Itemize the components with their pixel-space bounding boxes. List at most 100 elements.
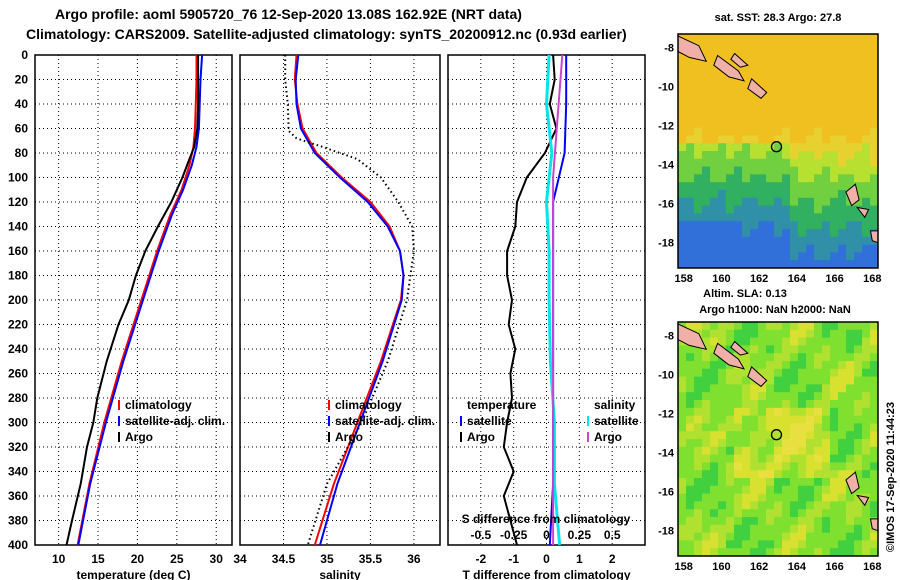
map-cell bbox=[766, 34, 775, 43]
map-cell bbox=[742, 454, 751, 463]
map-cell bbox=[742, 166, 751, 175]
map-cell bbox=[774, 197, 783, 207]
map-cell bbox=[710, 470, 719, 479]
map-cell bbox=[710, 96, 719, 105]
map-cell bbox=[686, 478, 695, 487]
map-cell bbox=[870, 49, 878, 58]
map-cell bbox=[822, 446, 831, 456]
map-cell bbox=[790, 345, 799, 354]
map-cell bbox=[686, 135, 695, 144]
legend-label: Argo bbox=[125, 430, 153, 444]
map-cell bbox=[710, 400, 719, 409]
map-cell bbox=[862, 485, 871, 495]
map-cell bbox=[710, 454, 719, 463]
map-cell bbox=[726, 493, 735, 502]
map-cell bbox=[862, 252, 871, 261]
map-cell bbox=[830, 509, 839, 518]
map-cell bbox=[838, 353, 847, 362]
map-cell bbox=[790, 439, 799, 448]
map-cell bbox=[758, 190, 767, 199]
map-cell bbox=[790, 229, 799, 238]
map-cell bbox=[774, 174, 783, 183]
map-cell bbox=[774, 392, 783, 401]
map-cell bbox=[710, 190, 719, 199]
map-sla_map: 158 160 162 164 166 168-8-10-12-14-16-18 bbox=[658, 321, 882, 573]
map-cell bbox=[742, 329, 751, 339]
map-cell bbox=[806, 540, 815, 549]
map-cell bbox=[822, 205, 831, 214]
map-cell bbox=[854, 197, 863, 207]
map-cell bbox=[822, 376, 831, 385]
map-cell bbox=[686, 431, 695, 440]
map-cell bbox=[782, 517, 791, 526]
map-cell bbox=[862, 236, 871, 246]
map-cell bbox=[830, 104, 839, 113]
map-cell bbox=[790, 462, 799, 471]
map-cell bbox=[862, 41, 871, 51]
map-cell bbox=[814, 439, 823, 448]
map-cell bbox=[718, 548, 727, 556]
map-cell bbox=[718, 252, 727, 261]
map-cell bbox=[830, 329, 839, 339]
map-cell bbox=[854, 329, 863, 339]
map-cell bbox=[846, 57, 855, 66]
map-cell bbox=[718, 376, 727, 385]
map-cell bbox=[702, 478, 711, 487]
map-cell bbox=[718, 470, 727, 479]
map-cell bbox=[734, 80, 743, 90]
map-cell bbox=[686, 190, 695, 199]
map-cell bbox=[710, 166, 719, 175]
map-cell bbox=[870, 182, 878, 191]
map-cell bbox=[822, 501, 831, 510]
map-cell bbox=[702, 112, 711, 121]
map-cell bbox=[838, 205, 847, 214]
map-cell bbox=[678, 143, 687, 152]
map-cell bbox=[686, 88, 695, 97]
map-cell bbox=[862, 322, 871, 331]
map-cell bbox=[830, 376, 839, 385]
map-cell bbox=[838, 166, 847, 175]
map-cell bbox=[830, 158, 839, 168]
y-tick-label: 340 bbox=[8, 465, 28, 479]
map-cell bbox=[678, 229, 687, 238]
map-cell bbox=[686, 229, 695, 238]
map-cell bbox=[838, 80, 847, 90]
map-cell bbox=[782, 368, 791, 378]
map-cell bbox=[726, 524, 735, 534]
map-cell bbox=[862, 104, 871, 113]
map-cell bbox=[830, 119, 839, 129]
map-cell bbox=[854, 548, 863, 556]
map-cell bbox=[734, 229, 743, 238]
map-cell bbox=[838, 244, 847, 253]
map-cell bbox=[782, 454, 791, 463]
map-cell bbox=[774, 415, 783, 424]
legend-label: satellite-adj. clim. bbox=[335, 414, 435, 428]
x-tick-label-temperature: 30 bbox=[210, 552, 224, 566]
map-cell bbox=[822, 96, 831, 105]
map-cell bbox=[806, 73, 815, 82]
map-cell bbox=[822, 493, 831, 502]
map-cell bbox=[718, 34, 727, 43]
map-cell bbox=[750, 532, 759, 541]
map-cell bbox=[766, 415, 775, 424]
map-cell bbox=[782, 376, 791, 385]
map-cell bbox=[710, 49, 719, 58]
map-cell bbox=[846, 174, 855, 183]
map-cell bbox=[694, 423, 703, 432]
map-cell bbox=[838, 112, 847, 121]
x-tick-label-differences: 2 bbox=[609, 552, 616, 566]
map-cell bbox=[806, 345, 815, 354]
map-cell bbox=[838, 158, 847, 168]
map-cell bbox=[838, 88, 847, 97]
map-cell bbox=[846, 80, 855, 90]
s-diff-tick-label: 0.5 bbox=[604, 528, 621, 542]
map-cell bbox=[798, 392, 807, 401]
map-cell bbox=[694, 462, 703, 471]
map-cell bbox=[718, 80, 727, 90]
map-cell bbox=[846, 392, 855, 401]
island-shape bbox=[730, 52, 749, 68]
map-cell bbox=[694, 112, 703, 121]
map-cell bbox=[854, 205, 863, 214]
y-tick-label: 320 bbox=[8, 440, 28, 454]
map-cell bbox=[830, 392, 839, 401]
